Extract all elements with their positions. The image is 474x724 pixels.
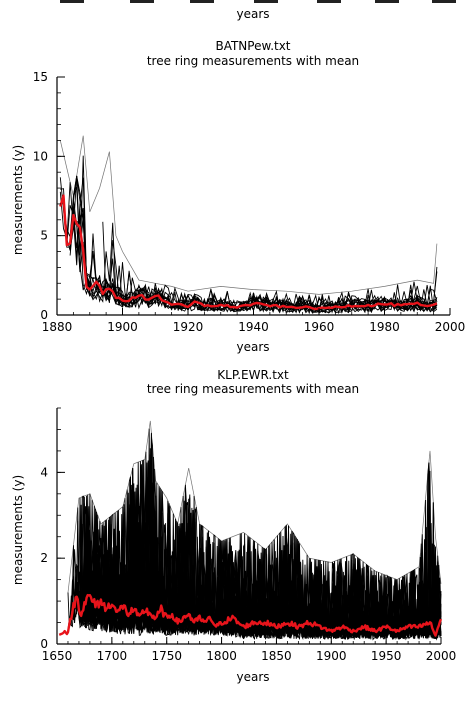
x-axis-label: years (236, 670, 269, 684)
x-tick-label: 1700 (97, 649, 128, 663)
cropped-tick-label (190, 0, 214, 3)
x-tick-label: 1980 (369, 320, 400, 334)
y-tick-label: 2 (40, 551, 48, 565)
x-tick-label: 1650 (42, 649, 73, 663)
y-tick-label: 0 (40, 637, 48, 651)
cropped-tick-label (432, 0, 456, 3)
cropped-tick-label (317, 0, 341, 3)
x-tick-label: 1900 (316, 649, 347, 663)
y-tick-label: 0 (40, 308, 48, 322)
y-axis-label: measurements (y) (11, 475, 25, 585)
chart-panel-klp-ewr: KLP.EWR.txt tree ring measurements with … (11, 368, 456, 684)
cropped-axis-strip (0, 0, 474, 6)
x-axis-label: years (236, 7, 269, 21)
x-tick-label: 1950 (371, 649, 402, 663)
series-trace-line (72, 186, 438, 313)
y-tick-label: 15 (33, 70, 48, 84)
x-tick-label: 2000 (426, 649, 457, 663)
series-lines (58, 420, 443, 641)
cropped-tick-label (375, 0, 399, 3)
y-tick-label: 4 (40, 465, 48, 479)
y-tick-label: 10 (33, 149, 48, 163)
x-tick-label: 1880 (42, 320, 73, 334)
chart-subtitle: tree ring measurements with mean (147, 382, 359, 396)
x-axis-label: years (236, 340, 269, 354)
x-tick-label: 1960 (304, 320, 335, 334)
series-trace-line (69, 175, 438, 313)
axes: 1880 1900 1920 1940 1960 1980 2000 0 5 10 15 (33, 70, 466, 334)
axes: 1650 1700 1750 1800 1850 1900 1950 2000 0 2 4 (40, 407, 457, 663)
series-trace-line (67, 420, 442, 593)
cropped-tick-label (130, 0, 154, 3)
y-axis-label: measurements (y) (11, 145, 25, 255)
x-tick-label: 1900 (107, 320, 138, 334)
chart-title: KLP.EWR.txt (217, 368, 289, 382)
mean-series-line (59, 194, 438, 311)
cropped-tick-label (60, 0, 84, 3)
x-tick-label: 1800 (206, 649, 237, 663)
x-tick-label: 1920 (173, 320, 204, 334)
mean-series-line (58, 593, 443, 637)
x-tick-label: 1850 (261, 649, 292, 663)
chart-title: BATNPew.txt (215, 39, 290, 53)
series-trace-line (81, 501, 442, 641)
x-tick-label: 1940 (238, 320, 269, 334)
cropped-tick-label (254, 0, 278, 3)
series-trace-line (75, 451, 442, 639)
chart-panel-0-partial: years (0, 0, 474, 21)
x-tick-label: 2000 (435, 320, 466, 334)
y-tick-label: 5 (40, 229, 48, 243)
series-trace-line (59, 135, 438, 295)
chart-subtitle: tree ring measurements with mean (147, 54, 359, 68)
series-lines (59, 135, 438, 315)
series-trace-line (63, 175, 438, 314)
x-tick-label: 1750 (151, 649, 182, 663)
chart-panel-batnpew: BATNPew.txt tree ring measurements with … (11, 39, 465, 354)
